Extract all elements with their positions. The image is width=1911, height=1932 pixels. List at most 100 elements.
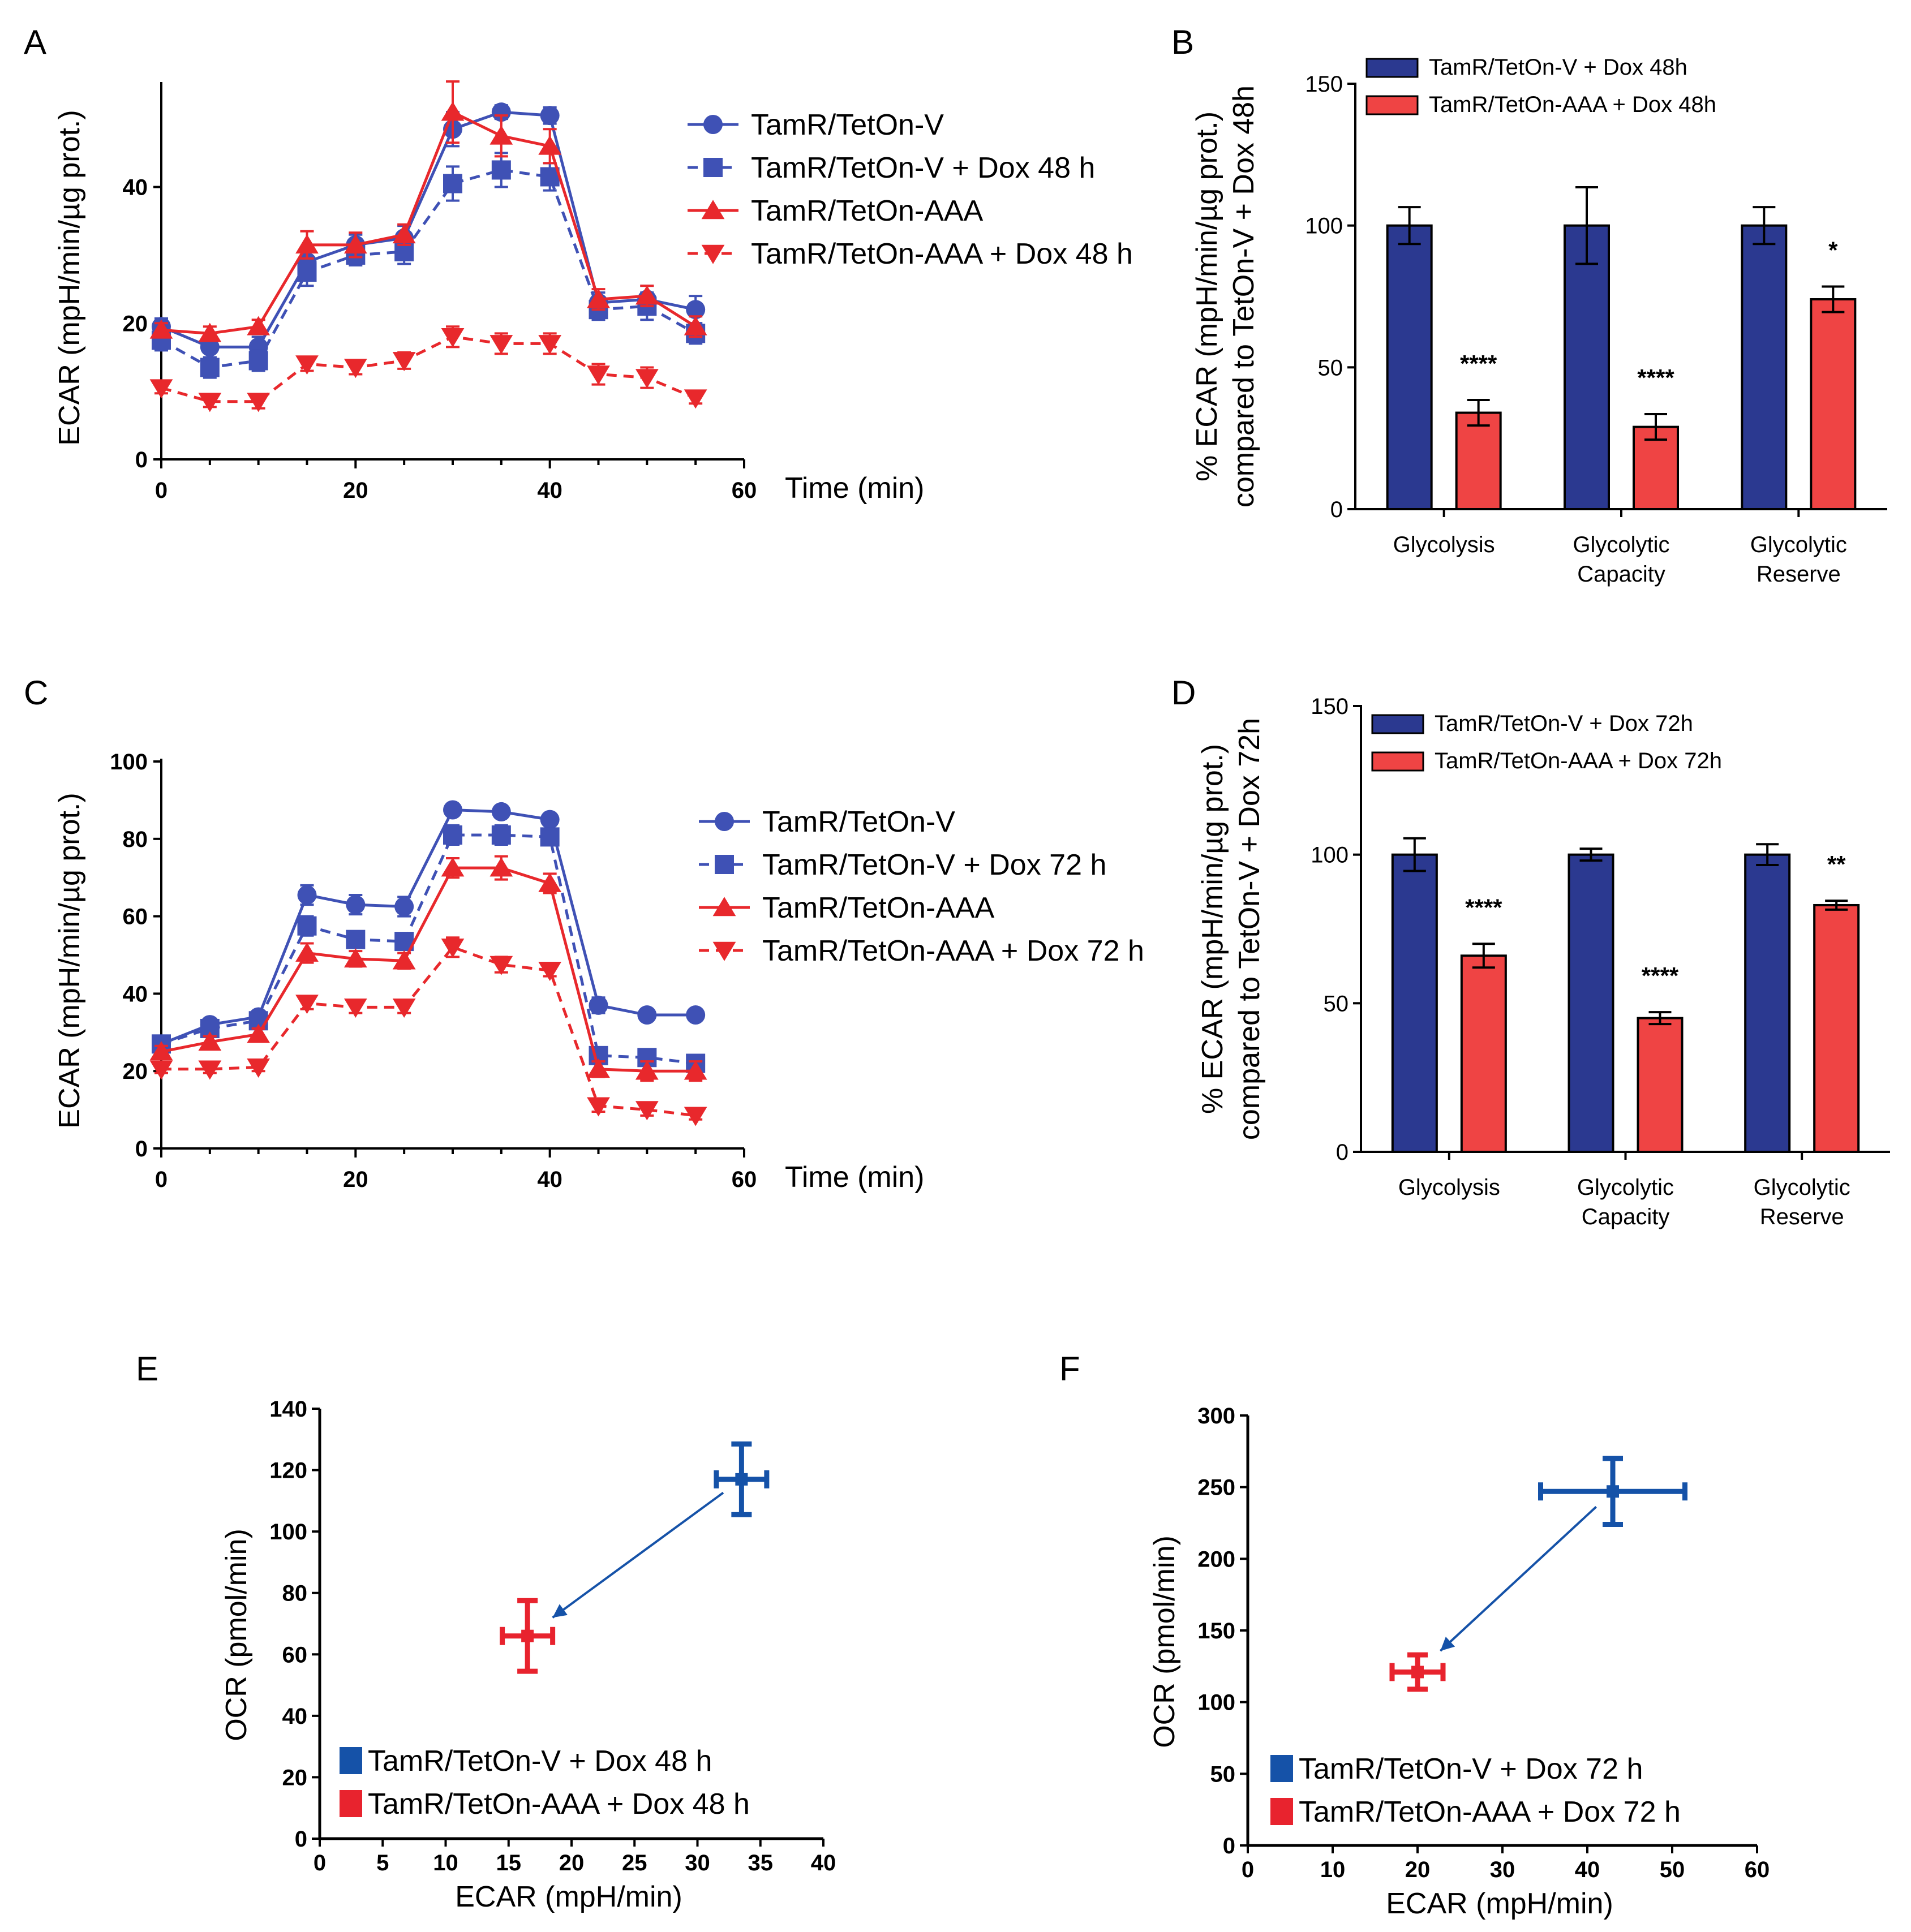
bar-chart-b: 0 50 100 150 % ECAR (mpH/min/µg prot.) compar…: [1191, 55, 1887, 587]
y-axis-title-line1: % ECAR (mpH/min/µg prot.): [1191, 111, 1223, 481]
y-tick-label: 100: [269, 1520, 307, 1544]
panel-letter-e: E: [136, 1350, 159, 1388]
series-line: [161, 945, 696, 1117]
x-tick-label: 60: [732, 1167, 757, 1192]
data-point: [489, 857, 513, 877]
data-point: [394, 897, 414, 916]
data-point: [247, 316, 270, 335]
x-axis-title: Time (min): [785, 1161, 925, 1194]
data-point: [198, 393, 222, 412]
legend-label: TamR/TetOn-AAA: [762, 892, 995, 924]
x-tick-label: 60: [1745, 1857, 1770, 1882]
significance-label: *: [1828, 236, 1838, 263]
x-tick-label: 60: [732, 478, 757, 503]
y-tick-label: 200: [1197, 1547, 1235, 1572]
data-point: [149, 319, 173, 339]
trend-arrow-line: [1440, 1505, 1597, 1652]
bar: [1455, 411, 1502, 511]
data-point: [443, 825, 462, 845]
data-point: [587, 1058, 610, 1078]
x-axis-title: Time (min): [785, 472, 925, 505]
data-point: [346, 930, 366, 949]
data-point: [149, 1060, 173, 1080]
data-point: [343, 234, 367, 254]
legend-label: TamR/TetOn-AAA + Dox 48 h: [751, 238, 1133, 270]
series-line: [161, 335, 697, 403]
data-point: [491, 825, 511, 845]
y-tick-label: 140: [269, 1397, 307, 1422]
data-point: [295, 355, 319, 375]
legend-swatch: [1371, 714, 1424, 734]
panel-letter-d: D: [1171, 674, 1196, 712]
data-point: [635, 1101, 659, 1121]
bar: [1741, 224, 1788, 510]
x-tick-label: 0: [155, 1167, 168, 1192]
data-point: [1411, 1666, 1424, 1679]
x-tick-label: 20: [343, 1167, 368, 1192]
category-label: Glycolytic: [1754, 1175, 1850, 1200]
y-tick-label: 0: [135, 447, 148, 472]
legend-label: TamR/TetOn-AAA: [751, 195, 984, 227]
legend-swatch: [1270, 1755, 1293, 1782]
legend-marker: [703, 158, 723, 177]
legend-label: TamR/TetOn-V + Dox 48h: [1429, 55, 1687, 80]
data-point: [684, 316, 707, 335]
x-tick-label: 0: [155, 478, 168, 503]
significance-label: ****: [1637, 364, 1674, 391]
y-tick-label: 20: [282, 1765, 308, 1790]
data-point: [540, 106, 560, 126]
data-point: [149, 1041, 173, 1061]
legend-label: TamR/TetOn-V + Dox 48 h: [751, 152, 1095, 184]
bar: [1744, 853, 1791, 1153]
x-tick-label: 0: [314, 1851, 326, 1875]
y-tick-label: 150: [1311, 694, 1349, 719]
x-tick-label: 30: [685, 1851, 710, 1875]
y-tick-label: 20: [123, 1059, 148, 1084]
x-tick-label: 0: [1242, 1857, 1254, 1882]
data-point: [295, 995, 319, 1014]
series-line: [161, 110, 697, 335]
legend-marker: [701, 244, 725, 264]
y-tick-label: 100: [1197, 1690, 1235, 1715]
data-point: [521, 1629, 534, 1642]
data-point: [297, 885, 317, 905]
data-point: [247, 393, 270, 412]
x-tick-label: 40: [537, 1167, 562, 1192]
legend-swatch: [1270, 1798, 1293, 1825]
trend-arrow-line: [552, 1491, 724, 1619]
bar: [1391, 853, 1438, 1153]
data-point: [489, 335, 513, 355]
y-tick-label: 50: [1318, 355, 1343, 380]
y-axis-title: OCR (pmol/min): [220, 1529, 253, 1741]
y-tick-label: 100: [1311, 843, 1349, 868]
x-tick-label: 35: [748, 1851, 774, 1875]
category-label: Glycolytic: [1577, 1175, 1674, 1200]
y-tick-label: 60: [282, 1642, 308, 1667]
series-line: [161, 866, 696, 1073]
x-tick-label: 5: [376, 1851, 389, 1875]
panel-letter-f: F: [1059, 1350, 1080, 1388]
category-label: Glycolytic: [1750, 532, 1847, 557]
legend-marker: [712, 897, 736, 916]
x-tick-label: 30: [1490, 1857, 1515, 1882]
legend-label: TamR/TetOn-AAA + Dox 72h: [1435, 748, 1722, 773]
data-point: [489, 125, 513, 145]
data-point: [540, 810, 560, 829]
x-tick-label: 20: [1405, 1857, 1431, 1882]
data-point: [343, 359, 367, 378]
x-tick-label: 10: [1320, 1857, 1346, 1882]
legend-swatch: [1371, 751, 1424, 772]
y-tick-label: 120: [269, 1458, 307, 1483]
legend-label: TamR/TetOn-AAA + Dox 48 h: [368, 1788, 750, 1821]
data-point: [684, 389, 707, 409]
y-tick-label: 150: [1305, 72, 1343, 97]
x-tick-label: 40: [811, 1851, 836, 1875]
legend-marker: [715, 855, 734, 874]
x-tick-label: 15: [496, 1851, 522, 1875]
data-point: [343, 948, 367, 968]
x-tick-label: 40: [1575, 1857, 1600, 1882]
y-tick-label: 0: [1336, 1140, 1349, 1165]
data-point: [538, 135, 562, 155]
x-tick-label: 20: [343, 478, 368, 503]
